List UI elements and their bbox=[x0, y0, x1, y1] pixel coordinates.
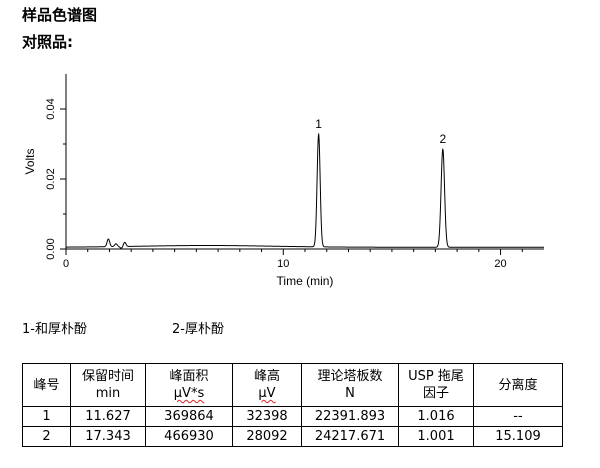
y-tick-label: 0.02 bbox=[45, 168, 57, 189]
table-header-row: 峰号 保留时间 min 峰面积 μV*s 峰高 μV 理论塔板数 N USP 拖尾 因子 … bbox=[22, 363, 563, 407]
cell-tailing-factor: 1.016 bbox=[398, 406, 474, 427]
cell-resolution: 15.109 bbox=[473, 426, 563, 447]
peak-label: 1 bbox=[315, 117, 322, 131]
y-axis-label: Volts bbox=[23, 148, 37, 174]
cell-peak-height: 32398 bbox=[232, 406, 302, 427]
legend-compound-2: 2-厚朴酚 bbox=[172, 322, 224, 337]
chromatogram-chart: 0 10 200.000.020.04 12 Time (min) Volts bbox=[23, 74, 544, 288]
chromatogram-trace bbox=[66, 132, 544, 249]
section-label: 对照品: bbox=[22, 33, 73, 51]
peak-results-table: 峰号 保留时间 min 峰面积 μV*s 峰高 μV 理论塔板数 N USP 拖尾 因子 … bbox=[22, 363, 563, 447]
cell-peak-area: 466930 bbox=[145, 426, 233, 447]
peak-label: 2 bbox=[439, 132, 446, 146]
peak-labels: 12 bbox=[315, 117, 446, 146]
cell-retention-time: 17.343 bbox=[70, 426, 146, 447]
header-tailing-factor: USP 拖尾 因子 bbox=[398, 363, 474, 407]
cell-plate-count: 24217.671 bbox=[301, 426, 399, 447]
cell-peak-height: 28092 bbox=[232, 426, 302, 447]
x-axis-label: Time (min) bbox=[277, 274, 334, 288]
x-tick-label: 20 bbox=[494, 258, 506, 270]
chart-axes bbox=[65, 74, 544, 250]
x-tick-label: 10 bbox=[277, 258, 289, 270]
y-tick-label: 0.04 bbox=[45, 98, 57, 119]
header-resolution: 分离度 bbox=[473, 363, 563, 407]
header-peak-area: 峰面积 μV*s bbox=[145, 363, 233, 407]
header-peak-no: 峰号 bbox=[22, 363, 71, 407]
table-row: 2 17.343 466930 28092 24217.671 1.001 15… bbox=[22, 426, 563, 447]
page-title: 样品色谱图 bbox=[22, 6, 98, 24]
chart-ticks: 0 10 20 0.00 0.02 0.04 bbox=[45, 98, 523, 270]
header-retention-time: 保留时间 min bbox=[70, 363, 146, 407]
cell-peak-area: 369864 bbox=[145, 406, 233, 427]
cell-plate-count: 22391.893 bbox=[301, 406, 399, 427]
x-tick-label: 0 bbox=[63, 258, 69, 270]
header-peak-height: 峰高 μV bbox=[232, 363, 302, 407]
cell-retention-time: 11.627 bbox=[70, 406, 146, 427]
cell-resolution: -- bbox=[473, 406, 563, 427]
table-row: 1 11.627 369864 32398 22391.893 1.016 -- bbox=[22, 406, 563, 427]
cell-peak-no: 1 bbox=[22, 406, 71, 427]
y-tick-label: 0.00 bbox=[45, 238, 57, 259]
header-plate-count: 理论塔板数 N bbox=[301, 363, 399, 407]
cell-tailing-factor: 1.001 bbox=[398, 426, 474, 447]
legend-compound-1: 1-和厚朴酚 bbox=[22, 322, 87, 337]
cell-peak-no: 2 bbox=[22, 426, 71, 447]
